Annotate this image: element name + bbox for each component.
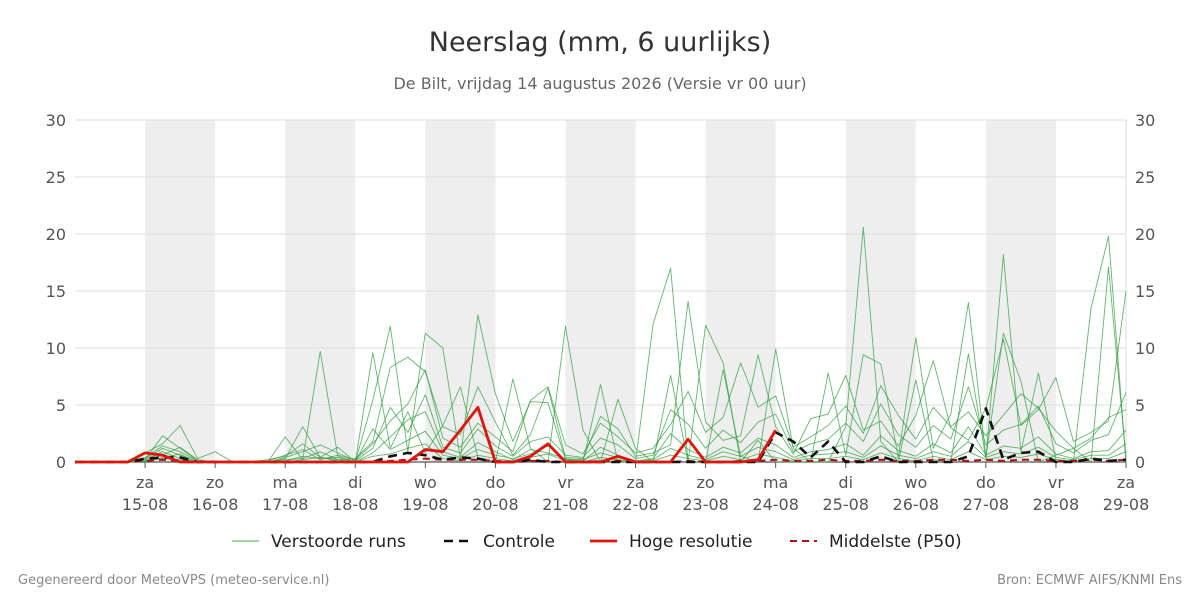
- y-tick-right: 25: [1135, 168, 1155, 187]
- y-tick-left: 5: [56, 396, 66, 415]
- x-tick-date: 17-08: [262, 495, 309, 514]
- x-tick-date: 26-08: [893, 495, 940, 514]
- x-tick-date: 29-08: [1103, 495, 1150, 514]
- x-tick-weekday: zo: [697, 473, 715, 492]
- x-tick-weekday: do: [976, 473, 996, 492]
- series-line-median: [75, 457, 1127, 463]
- x-tick-date: 20-08: [472, 495, 519, 514]
- x-axis-ticks: za 15-08 zo 16-08 ma 17-08 di 18-08 wo 19-08 do 20-…: [122, 462, 1149, 514]
- y-tick-right: 10: [1135, 339, 1155, 358]
- ensemble-member-line-1: [127, 226, 1127, 463]
- x-tick-date: 16-08: [192, 495, 239, 514]
- y-tick-right: 0: [1135, 453, 1145, 472]
- x-tick-date: 25-08: [822, 495, 869, 514]
- x-tick-date: 21-08: [542, 495, 589, 514]
- legend-label-control: Controle: [483, 532, 555, 552]
- y-tick-right: 15: [1135, 282, 1155, 301]
- x-tick-weekday: di: [838, 473, 853, 492]
- y-tick-left: 0: [56, 453, 66, 472]
- y-tick-left: 25: [46, 168, 66, 187]
- y-tick-right: 30: [1135, 111, 1155, 130]
- x-tick-date: 23-08: [682, 495, 729, 514]
- y-tick-left: 15: [46, 282, 66, 301]
- footer-generator: Gegenereerd door MeteoVPS (meteo-service…: [18, 573, 330, 588]
- x-tick-date: 24-08: [752, 495, 799, 514]
- series-group: [75, 226, 1127, 464]
- ensemble-member-line-4: [127, 386, 1127, 463]
- y-tick-left: 30: [46, 111, 66, 130]
- x-tick-weekday: za: [136, 473, 154, 492]
- x-tick-weekday: vr: [557, 473, 573, 492]
- x-tick-weekday: wo: [904, 473, 927, 492]
- x-tick-weekday: vr: [1048, 473, 1064, 492]
- ensemble-member-line-3: [127, 290, 1127, 463]
- x-tick-date: 15-08: [122, 495, 169, 514]
- y-axis-ticks: 0 0 5 5 10 10 15 15 20 20 25 25 30 30: [46, 111, 1156, 472]
- x-tick-weekday: wo: [414, 473, 437, 492]
- series-line-highres: [75, 405, 777, 464]
- y-tick-right: 5: [1135, 396, 1145, 415]
- x-tick-date: 19-08: [402, 495, 449, 514]
- x-tick-date: 27-08: [963, 495, 1010, 514]
- x-tick-weekday: za: [1117, 473, 1135, 492]
- x-tick-weekday: za: [626, 473, 644, 492]
- chart-subtitle: De Bilt, vrijdag 14 augustus 2026 (Versi…: [393, 74, 806, 93]
- chart-title: Neerslag (mm, 6 uurlijks): [429, 27, 771, 58]
- x-tick-date: 28-08: [1033, 495, 1080, 514]
- x-tick-weekday: ma: [273, 473, 298, 492]
- y-tick-left: 10: [46, 339, 66, 358]
- legend-label-median: Middelste (P50): [829, 532, 962, 552]
- x-tick-date: 22-08: [612, 495, 659, 514]
- x-tick-weekday: do: [485, 473, 505, 492]
- x-tick-weekday: ma: [763, 473, 788, 492]
- x-tick-date: 18-08: [332, 495, 379, 514]
- legend-label-ensemble: Verstoorde runs: [271, 532, 406, 552]
- y-tick-left: 20: [46, 225, 66, 244]
- x-tick-weekday: zo: [206, 473, 224, 492]
- legend: Verstoorde runs Controle Hoge resolutie Mid…: [232, 532, 962, 552]
- y-tick-right: 20: [1135, 225, 1155, 244]
- x-tick-weekday: di: [348, 473, 363, 492]
- footer-source: Bron: ECMWF AIFS/KNMI Ens: [997, 573, 1182, 588]
- legend-label-highres: Hoge resolutie: [629, 532, 753, 552]
- ensemble-member-line-8: [127, 362, 1127, 463]
